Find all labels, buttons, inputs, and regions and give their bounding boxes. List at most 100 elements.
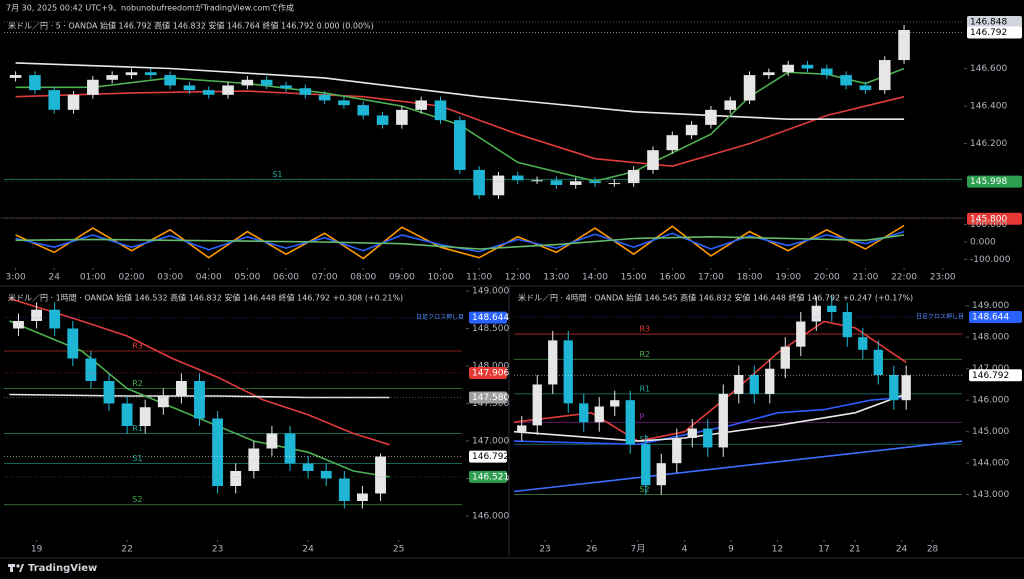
price-tag-label: 146.792 [972,371,1009,381]
x-tick-label: 08:00 [350,273,376,283]
price-tag [967,15,1022,28]
pivot-label: S1 [132,454,142,463]
candle-body [705,109,717,125]
x-tick-label: 13:00 [543,273,569,283]
candle-body [842,312,852,338]
x-tick-label: 10:00 [428,273,454,283]
candle-body [858,337,868,350]
candle-body [396,109,408,125]
price-tag-note: 日足クロス押し目 [916,312,964,320]
x-tick-label: 7月 [631,544,646,555]
candle-body [641,444,651,486]
candle-body [248,448,260,471]
candle-body [121,403,133,426]
candle-body [627,169,640,184]
candle-body [157,395,169,408]
candle-body [31,309,43,321]
candle-body [67,328,79,359]
candle-body [763,72,775,76]
x-tick-label: 19:00 [775,273,801,283]
y-tick-label: 143.000 [972,490,1009,500]
x-tick-label: 11:00 [466,273,492,283]
candle-body [106,75,118,80]
candle-body [579,403,589,423]
price-tag [967,212,1022,225]
candle-body [796,321,806,347]
candle-body [685,124,698,136]
candle-body [29,75,41,91]
price-tag-label: 148.644 [472,313,509,323]
x-tick-label: 24 [302,545,314,555]
candle-body [230,470,242,486]
candle-body [531,180,543,182]
candle-body [811,305,821,322]
price-tag [469,391,507,404]
candle-body [357,493,368,501]
candle-body [859,85,872,91]
panel-header: 米ドル／円 · 5 · OANDA 始値 146.792 高値 146.832 … [8,21,374,31]
candle-body [517,425,527,432]
ma-line [9,393,390,399]
candle-body [589,181,601,184]
x-tick-label: 23 [539,545,550,555]
y-tick-label: 148.000 [472,361,509,371]
price-tag-label: 146.848 [970,17,1007,27]
candle-body [840,75,852,86]
price-tag-note: 日足クロス押し目 [416,313,464,321]
x-tick-label: 23:00 [930,273,956,283]
x-tick-label: 20:00 [814,273,840,283]
price-tag [969,369,1022,382]
x-tick-label: 22 [121,545,132,555]
candle-body [765,368,775,394]
pivot-label: R3 [132,341,143,350]
candle-body [67,94,80,110]
ma-line [15,62,905,120]
candle-body [780,346,790,369]
panel-header: 米ドル／円 · 1時間 · OANDA 始値 146.532 高値 146.83… [8,293,403,303]
x-tick-label: 12 [772,545,783,555]
candle-body [434,100,447,121]
x-tick-label: 09:00 [389,273,415,283]
candle-body [49,309,61,329]
candle-body [375,456,386,494]
candle-body [563,340,573,404]
candle-body [85,358,97,381]
y-tick-label: 146.000 [972,396,1009,406]
brand: TradingView [28,563,97,574]
panel-header: 米ドル／円 · 4時間 · OANDA 始値 146.545 高値 146.83… [518,293,913,303]
candle-body [87,79,99,95]
x-tick-label: 01:00 [80,273,106,283]
x-tick-label: 12:00 [505,273,531,283]
x-tick-label: 21:00 [852,273,878,283]
y-tick-label: 0.000 [970,238,996,248]
y-tick-label: 144.000 [972,459,1009,469]
price-tag-label: 148.644 [972,312,1009,322]
price-tag-label: 145.998 [970,177,1007,187]
price-tag [969,310,1022,323]
plot: S1 [4,24,962,200]
candle-body [743,75,756,101]
y-tick-label: -100.000 [970,255,1011,265]
price-tag [469,470,507,483]
candle-body [734,375,744,394]
candle-body [749,375,759,394]
y-tick-label: 100.000 [970,220,1007,230]
y-tick-label: 146.200 [970,139,1007,149]
y-tick-label: 146.600 [970,64,1007,74]
candle-body [610,400,620,407]
ma-line [15,67,905,183]
x-tick-label: 26 [586,545,598,555]
candle-body [266,433,278,449]
candle-body [13,320,24,329]
pivot-label: P [639,413,644,422]
candle-body [898,30,910,61]
price-tag-label: 146.521 [472,472,509,482]
y-tick-label: 146.000 [472,511,509,521]
candle-body [656,463,666,486]
candle-body [125,72,138,76]
candle-body [511,175,524,181]
x-tick-label: 02:00 [119,273,145,283]
candle-body [284,433,296,464]
candle-body [569,181,582,185]
